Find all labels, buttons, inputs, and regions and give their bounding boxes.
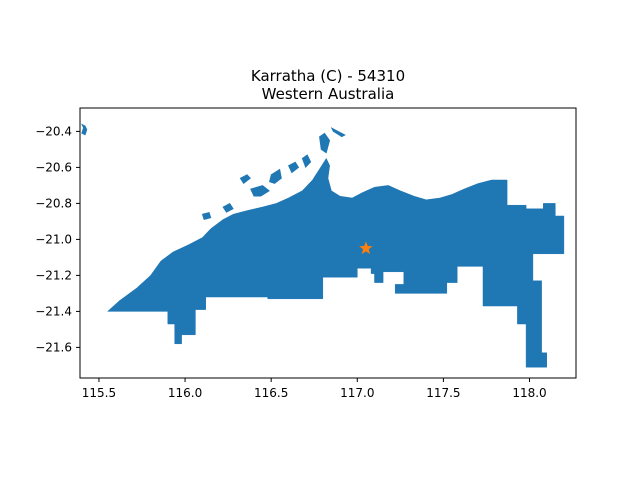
region-island-shape-4: [250, 185, 270, 197]
x-axis: 115.5 116.0 116.5 117.0 117.5 118.0: [82, 378, 547, 400]
map-title-line-1: Karratha (C) - 54310: [251, 67, 405, 85]
y-tick-label: −21.4: [35, 304, 72, 318]
region-mainland-shape: [106, 157, 565, 368]
location-marker-layer: [359, 241, 373, 255]
x-tick-label: 118.0: [512, 386, 546, 400]
region-island-shape-3: [269, 168, 282, 184]
region-island-shape-9: [330, 127, 346, 138]
y-axis: −20.4 −20.6 −20.8 −21.0 −21.2 −21.4 −21.6: [35, 124, 80, 354]
y-tick-label: −20.4: [35, 124, 72, 138]
y-tick-label: −20.8: [35, 196, 72, 210]
x-tick-label: 117.5: [426, 386, 460, 400]
region-island-shape-2: [239, 174, 251, 185]
region-island-shape-8: [222, 203, 234, 213]
x-tick-label: 116.0: [168, 386, 202, 400]
region-island-shape-5: [288, 161, 300, 174]
y-tick-label: −21.0: [35, 232, 72, 246]
region-island-shape-7: [301, 154, 312, 168]
y-tick-label: −21.6: [35, 340, 72, 354]
region-island-shape-10: [201, 212, 212, 220]
map-plot-area: [81, 123, 565, 368]
region-island-shape-6: [319, 132, 331, 154]
y-tick-label: −20.6: [35, 160, 72, 174]
region-shape-layer: [81, 123, 565, 368]
x-tick-label: 117.0: [340, 386, 374, 400]
axes-frame: [79, 107, 577, 379]
region-island-shape-1: [81, 123, 88, 136]
x-tick-label: 115.5: [82, 386, 116, 400]
x-tick-label: 116.5: [254, 386, 288, 400]
star-icon: [359, 241, 373, 255]
y-tick-label: −21.2: [35, 268, 72, 282]
map-title-line-2: Western Australia: [262, 85, 395, 103]
